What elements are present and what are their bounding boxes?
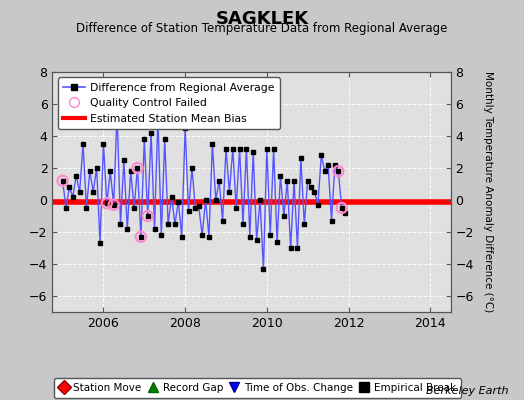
Point bbox=[110, 202, 118, 208]
Point bbox=[144, 213, 152, 219]
Point bbox=[337, 205, 346, 211]
Text: Difference of Station Temperature Data from Regional Average: Difference of Station Temperature Data f… bbox=[77, 22, 447, 35]
Point bbox=[133, 165, 141, 171]
Point bbox=[137, 234, 145, 240]
Point bbox=[103, 200, 111, 206]
Y-axis label: Monthly Temperature Anomaly Difference (°C): Monthly Temperature Anomaly Difference (… bbox=[483, 71, 493, 313]
Point bbox=[334, 168, 343, 174]
Text: Berkeley Earth: Berkeley Earth bbox=[426, 386, 508, 396]
Point bbox=[58, 178, 67, 184]
Legend: Station Move, Record Gap, Time of Obs. Change, Empirical Break: Station Move, Record Gap, Time of Obs. C… bbox=[53, 378, 461, 398]
Text: SAGKLEK: SAGKLEK bbox=[215, 10, 309, 28]
